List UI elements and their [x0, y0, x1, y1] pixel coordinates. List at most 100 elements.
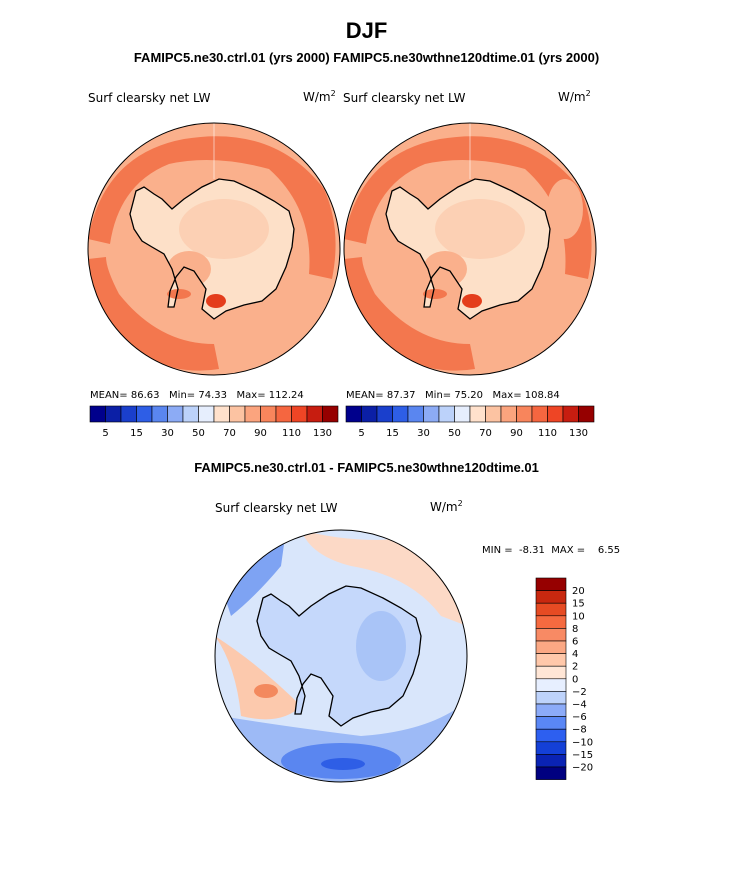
- season-title: DJF: [345, 18, 388, 43]
- colorbar-box: [376, 405, 393, 423]
- colorbar-tick-label: 30: [161, 428, 174, 439]
- colorbar-tick-label: 2: [572, 662, 578, 673]
- diff-max-label: MAX =: [551, 545, 586, 556]
- plateau-patch: [435, 199, 525, 259]
- colorbar-box: [535, 577, 567, 591]
- colorbar-box: [535, 678, 567, 692]
- diff-label: Surf clearsky net LW: [215, 501, 338, 515]
- mean-value: 87.37: [386, 390, 416, 401]
- colorbar-box: [500, 405, 517, 423]
- colorbar-box: [229, 405, 246, 423]
- colorbar-box: [213, 405, 230, 423]
- colorbar-box: [531, 405, 548, 423]
- colorbar-box: [562, 405, 579, 423]
- warm-spot: [167, 289, 191, 299]
- hot-spot: [462, 294, 482, 308]
- difference-title: FAMIPC5.ne30.ctrl.01 - FAMIPC5.ne30wthne…: [194, 460, 539, 475]
- warm-region-west: [215, 636, 301, 720]
- hot-spot: [206, 294, 226, 308]
- diff-max-value: 6.55: [597, 545, 621, 556]
- diff-min-value: -8.31: [518, 545, 545, 556]
- colorbar-box: [275, 405, 292, 423]
- mean-label: MEAN=: [90, 390, 128, 401]
- colorbar-box: [136, 405, 153, 423]
- colorbar-tick-label: 8: [572, 624, 578, 635]
- colorbar-box: [198, 405, 215, 423]
- colorbar-box: [547, 405, 564, 423]
- continent-cool: [356, 611, 406, 681]
- colorbar-tick-label: 90: [510, 428, 523, 439]
- diff-min-label: MIN =: [482, 545, 513, 556]
- colorbar-box: [345, 405, 362, 423]
- colorbar-tick-label: 0: [572, 674, 578, 685]
- colorbar-test: 5 15 30 50 70 90 110 130: [345, 405, 595, 439]
- colorbar-tick-label: 50: [448, 428, 461, 439]
- colorbar-box: [535, 728, 567, 743]
- colorbar-box: [438, 405, 455, 423]
- panel-ctrl-stats: MEAN= 86.63 Min= 74.33 Max= 112.24: [90, 390, 304, 401]
- colorbar-tick-label: 6: [572, 637, 578, 648]
- panel-test-stats: MEAN= 87.37 Min= 75.20 Max= 108.84: [346, 390, 560, 401]
- diff-stats: MIN = -8.31 MAX = 6.55: [482, 545, 620, 556]
- colorbar-tick-label: −10: [572, 737, 593, 748]
- colorbar-tick-label: 130: [569, 428, 588, 439]
- colorbar-box: [306, 405, 323, 423]
- colorbar-box: [535, 653, 567, 667]
- mean-value: 86.63: [130, 390, 160, 401]
- colorbar-tick-label: 70: [223, 428, 236, 439]
- colorbar-box: [535, 703, 567, 717]
- colorbar-box: [469, 405, 486, 423]
- colorbar-box: [392, 405, 409, 423]
- map-ctrl: [88, 123, 340, 375]
- colorbar-box: [535, 590, 567, 604]
- colorbar-box: [423, 405, 440, 423]
- colorbar-box: [535, 691, 567, 705]
- warm-band-south: [344, 257, 475, 371]
- colorbar-box: [535, 766, 567, 780]
- colorbar-box: [167, 405, 184, 423]
- colorbar-tick-label: 70: [479, 428, 492, 439]
- colorbar-tick-label: 30: [417, 428, 430, 439]
- min-label: Min=: [425, 390, 452, 401]
- warm-spot: [254, 684, 278, 698]
- colorbar-box: [535, 602, 567, 617]
- colorbar-tick-label: −15: [572, 750, 593, 761]
- map-ctrl-border: [87, 122, 341, 376]
- mean-label: MEAN=: [346, 390, 384, 401]
- colorbar-box: [244, 405, 261, 423]
- colorbar-box: [535, 628, 567, 642]
- colorbar-tick-label: 5: [102, 428, 108, 439]
- cases-title: FAMIPC5.ne30.ctrl.01 (yrs 2000) FAMIPC5.…: [133, 50, 600, 65]
- colorbar-tick-label: 15: [386, 428, 399, 439]
- colorbar-tick-label: 20: [572, 586, 585, 597]
- coastline: [385, 178, 551, 320]
- map-difference-border: [214, 529, 468, 783]
- colorbar-tick-label: 10: [572, 611, 585, 622]
- colorbar-box: [182, 405, 199, 423]
- colorbar-tick-label: −4: [572, 700, 587, 711]
- panel-test-units: W/m2: [558, 89, 591, 104]
- colorbar-ctrl: 5 15 30 50 70 90 110 130: [89, 405, 339, 439]
- min-value: 75.20: [454, 390, 483, 401]
- colorbar-box: [535, 665, 567, 680]
- colorbar-tick-label: 50: [192, 428, 205, 439]
- map-difference: [215, 530, 467, 782]
- max-value: 108.84: [524, 390, 560, 401]
- panel-test-label: Surf clearsky net LW: [343, 91, 466, 105]
- map-test: [344, 123, 596, 375]
- warm-band-south: [88, 257, 219, 371]
- map-test-border: [343, 122, 597, 376]
- panel-ctrl-units: W/m2: [303, 89, 336, 104]
- colorbar-box: [535, 716, 567, 730]
- panel-ctrl-label: Surf clearsky net LW: [88, 91, 211, 105]
- colorbar-tick-label: 90: [254, 428, 267, 439]
- warm-spot: [423, 289, 447, 299]
- colorbar-box: [322, 405, 339, 423]
- colorbar-box: [454, 405, 471, 423]
- colorbar-box: [89, 405, 106, 423]
- colorbar-tick-label: 15: [572, 599, 585, 610]
- max-label: Max=: [492, 390, 522, 401]
- colorbar-tick-label: 130: [313, 428, 332, 439]
